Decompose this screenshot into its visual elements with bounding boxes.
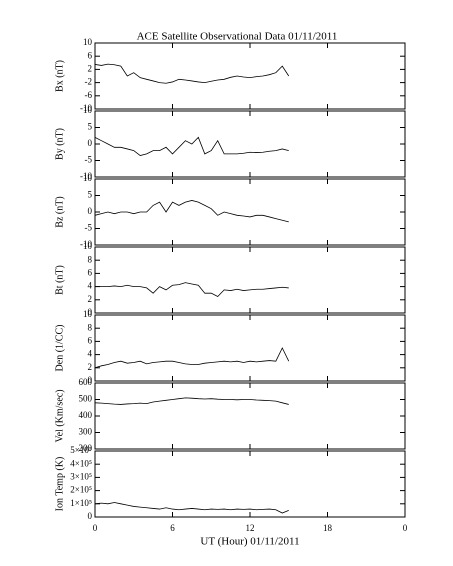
data-line: [94, 136, 289, 156]
y-axis-label: Bx (nT): [54, 60, 65, 92]
x-axis-label: UT (Hour) 01/11/2011: [200, 536, 299, 548]
y-tick-label: -5: [85, 223, 93, 233]
y-tick-label: 500: [79, 394, 93, 404]
y-tick-label: 8: [88, 322, 93, 332]
y-tick-label: 10: [83, 105, 93, 115]
y-tick-label: 6: [88, 50, 93, 60]
y-axis-label: By (nT): [54, 128, 65, 160]
y-tick-label: 10: [83, 173, 93, 183]
y-tick-label: 5: [88, 190, 93, 200]
panel-frame: [94, 42, 406, 110]
y-tick-label: 400: [79, 410, 93, 420]
chart-title: ACE Satellite Observational Data 01/11/2…: [137, 31, 338, 43]
y-tick-label: 0: [88, 511, 93, 521]
y-tick-label: 3×10⁵: [70, 471, 92, 481]
data-line: [95, 282, 289, 297]
y-tick-label: 6: [88, 267, 93, 277]
panel-frame: [94, 382, 406, 450]
y-axis-label: Vel (Km/sec): [54, 389, 65, 442]
y-axis-label: Bz (nT): [54, 196, 65, 227]
data-line: [94, 63, 290, 84]
y-tick-label: 6: [88, 335, 93, 345]
y-tick-label: 0: [88, 307, 93, 317]
y-tick-label: 600: [79, 377, 93, 387]
y-axis-label: Den (1/CC): [54, 325, 65, 372]
y-tick-label: 10: [83, 241, 93, 251]
x-tick-label: 0: [93, 523, 98, 533]
y-tick-label: -10: [80, 239, 92, 249]
x-tick-label: 18: [323, 523, 333, 533]
y-axis-label: Bt (nT): [54, 265, 65, 295]
y-tick-label: 0: [88, 375, 93, 385]
y-tick-label: -2: [85, 77, 93, 87]
x-tick-label: 0: [403, 523, 408, 533]
data-line: [94, 347, 290, 369]
y-tick-label: 5: [88, 122, 93, 132]
y-tick-label: 10: [83, 309, 93, 319]
y-tick-label: 0: [88, 138, 93, 148]
y-tick-label: 1×10⁵: [70, 498, 92, 508]
y-tick-label: 2: [88, 362, 93, 372]
panel-frame: [94, 314, 406, 382]
y-tick-label: 4: [88, 349, 93, 359]
x-tick-label: 6: [170, 523, 175, 533]
y-axis-label: Ion Temp (K): [54, 457, 65, 512]
y-tick-label: 300: [79, 427, 93, 437]
y-tick-label: 2: [88, 63, 93, 73]
y-tick-label: 0: [88, 206, 93, 216]
y-tick-label: 2: [88, 294, 93, 304]
y-tick-label: 4×10⁵: [70, 458, 92, 468]
y-tick-label: -6: [85, 90, 93, 100]
panel-frame: [94, 246, 406, 314]
y-tick-label: 2×10⁵: [70, 485, 92, 495]
y-tick-label: -10: [80, 171, 92, 181]
y-tick-label: -10: [80, 103, 92, 113]
y-tick-label: -5: [85, 155, 93, 165]
data-line: [94, 502, 289, 514]
x-tick-label: 12: [246, 523, 255, 533]
y-tick-label: 5×10⁵: [70, 445, 92, 455]
y-tick-label: 8: [88, 254, 93, 264]
y-tick-label: 10: [83, 37, 93, 47]
y-tick-label: 200: [79, 443, 93, 453]
data-line: [94, 200, 289, 223]
data-line: [94, 397, 289, 405]
y-tick-label: 4: [88, 281, 93, 291]
panel-frame: [94, 110, 406, 178]
